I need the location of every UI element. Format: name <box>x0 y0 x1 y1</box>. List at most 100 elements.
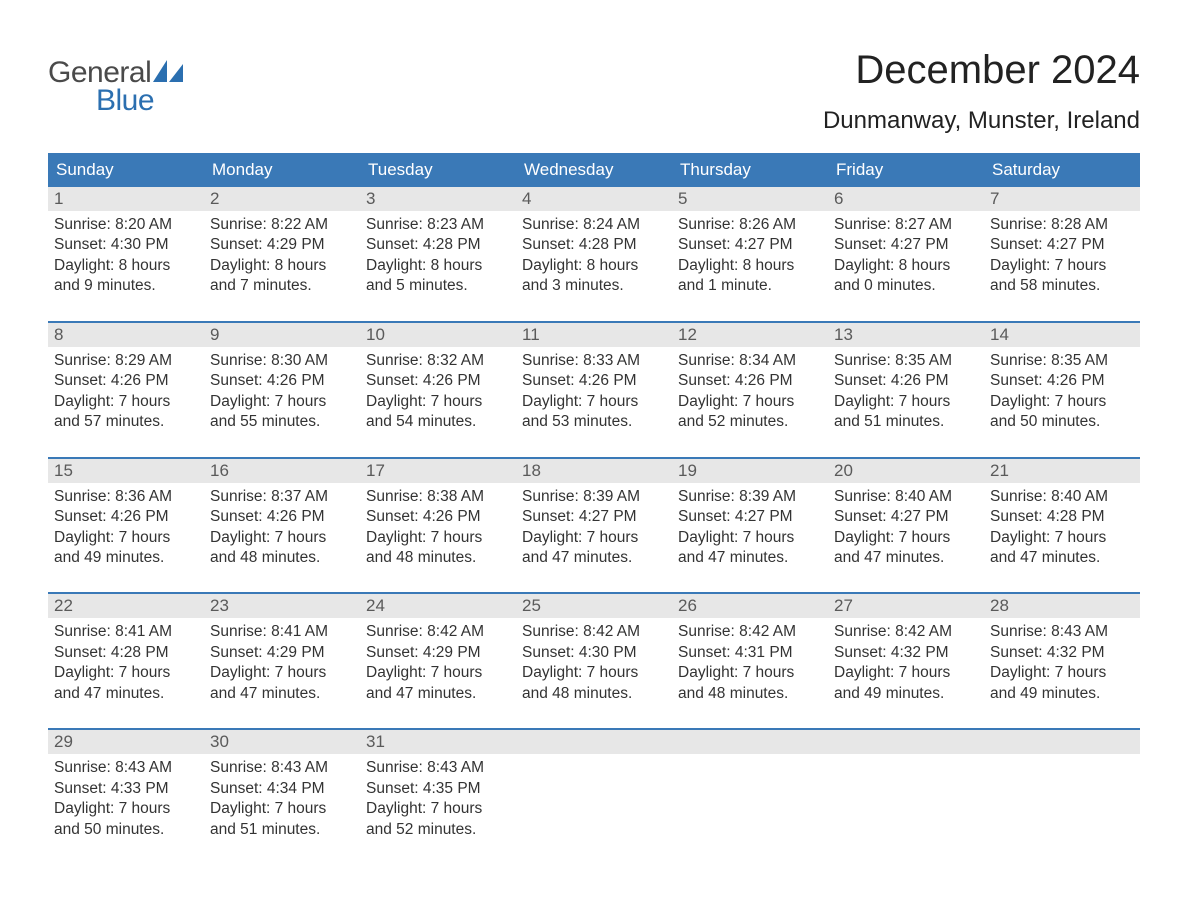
day-number: 23 <box>204 594 360 618</box>
day-daylight2: and 48 minutes. <box>678 684 822 704</box>
day-daylight1: Daylight: 8 hours <box>522 256 666 276</box>
day-daylight1: Daylight: 7 hours <box>54 799 198 819</box>
day-daylight2: and 55 minutes. <box>210 412 354 432</box>
day-cell: 29Sunrise: 8:43 AMSunset: 4:33 PMDayligh… <box>48 730 204 844</box>
day-details: Sunrise: 8:39 AMSunset: 4:27 PMDaylight:… <box>672 483 828 573</box>
week-row: 29Sunrise: 8:43 AMSunset: 4:33 PMDayligh… <box>48 728 1140 844</box>
day-sunrise: Sunrise: 8:26 AM <box>678 215 822 235</box>
day-sunrise: Sunrise: 8:34 AM <box>678 351 822 371</box>
day-cell: 4Sunrise: 8:24 AMSunset: 4:28 PMDaylight… <box>516 187 672 301</box>
day-sunset: Sunset: 4:30 PM <box>522 643 666 663</box>
day-sunset: Sunset: 4:26 PM <box>210 371 354 391</box>
day-cell: 18Sunrise: 8:39 AMSunset: 4:27 PMDayligh… <box>516 459 672 573</box>
day-sunset: Sunset: 4:27 PM <box>834 235 978 255</box>
day-daylight2: and 47 minutes. <box>834 548 978 568</box>
day-daylight1: Daylight: 7 hours <box>678 392 822 412</box>
day-number: 10 <box>360 323 516 347</box>
day-daylight2: and 7 minutes. <box>210 276 354 296</box>
day-cell <box>672 730 828 844</box>
day-cell: 9Sunrise: 8:30 AMSunset: 4:26 PMDaylight… <box>204 323 360 437</box>
day-number: 21 <box>984 459 1140 483</box>
day-sunrise: Sunrise: 8:29 AM <box>54 351 198 371</box>
day-number: 18 <box>516 459 672 483</box>
day-number: 22 <box>48 594 204 618</box>
day-number: 16 <box>204 459 360 483</box>
day-details: Sunrise: 8:43 AMSunset: 4:34 PMDaylight:… <box>204 754 360 844</box>
day-cell <box>984 730 1140 844</box>
day-cell: 24Sunrise: 8:42 AMSunset: 4:29 PMDayligh… <box>360 594 516 708</box>
day-daylight1: Daylight: 7 hours <box>834 528 978 548</box>
day-sunset: Sunset: 4:29 PM <box>210 643 354 663</box>
day-daylight2: and 54 minutes. <box>366 412 510 432</box>
day-sunrise: Sunrise: 8:24 AM <box>522 215 666 235</box>
day-sunrise: Sunrise: 8:23 AM <box>366 215 510 235</box>
logo: General Blue <box>48 56 183 118</box>
day-details: Sunrise: 8:37 AMSunset: 4:26 PMDaylight:… <box>204 483 360 573</box>
day-daylight2: and 3 minutes. <box>522 276 666 296</box>
day-details: Sunrise: 8:38 AMSunset: 4:26 PMDaylight:… <box>360 483 516 573</box>
day-daylight2: and 49 minutes. <box>54 548 198 568</box>
day-cell: 7Sunrise: 8:28 AMSunset: 4:27 PMDaylight… <box>984 187 1140 301</box>
day-cell: 20Sunrise: 8:40 AMSunset: 4:27 PMDayligh… <box>828 459 984 573</box>
day-daylight1: Daylight: 7 hours <box>210 528 354 548</box>
day-details: Sunrise: 8:39 AMSunset: 4:27 PMDaylight:… <box>516 483 672 573</box>
day-sunset: Sunset: 4:35 PM <box>366 779 510 799</box>
day-daylight2: and 47 minutes. <box>990 548 1134 568</box>
day-daylight1: Daylight: 7 hours <box>366 799 510 819</box>
day-daylight2: and 53 minutes. <box>522 412 666 432</box>
day-daylight2: and 0 minutes. <box>834 276 978 296</box>
day-number: 26 <box>672 594 828 618</box>
logo-text-blue: Blue <box>96 84 154 118</box>
day-daylight2: and 49 minutes. <box>990 684 1134 704</box>
day-number: 28 <box>984 594 1140 618</box>
day-sunrise: Sunrise: 8:37 AM <box>210 487 354 507</box>
day-sunset: Sunset: 4:26 PM <box>522 371 666 391</box>
day-details: Sunrise: 8:36 AMSunset: 4:26 PMDaylight:… <box>48 483 204 573</box>
location-text: Dunmanway, Munster, Ireland <box>823 107 1140 135</box>
day-details: Sunrise: 8:42 AMSunset: 4:30 PMDaylight:… <box>516 618 672 708</box>
day-daylight2: and 50 minutes. <box>54 820 198 840</box>
logo-sail-icon <box>153 60 183 82</box>
day-cell: 1Sunrise: 8:20 AMSunset: 4:30 PMDaylight… <box>48 187 204 301</box>
day-daylight1: Daylight: 7 hours <box>678 663 822 683</box>
day-sunrise: Sunrise: 8:40 AM <box>990 487 1134 507</box>
day-sunset: Sunset: 4:28 PM <box>522 235 666 255</box>
day-cell: 25Sunrise: 8:42 AMSunset: 4:30 PMDayligh… <box>516 594 672 708</box>
day-daylight1: Daylight: 7 hours <box>54 528 198 548</box>
day-cell: 16Sunrise: 8:37 AMSunset: 4:26 PMDayligh… <box>204 459 360 573</box>
week-row: 1Sunrise: 8:20 AMSunset: 4:30 PMDaylight… <box>48 187 1140 301</box>
day-cell: 21Sunrise: 8:40 AMSunset: 4:28 PMDayligh… <box>984 459 1140 573</box>
empty-day-header <box>828 730 984 754</box>
day-daylight1: Daylight: 7 hours <box>522 528 666 548</box>
day-number: 5 <box>672 187 828 211</box>
day-number: 25 <box>516 594 672 618</box>
day-number: 20 <box>828 459 984 483</box>
day-daylight1: Daylight: 7 hours <box>990 663 1134 683</box>
day-sunset: Sunset: 4:27 PM <box>990 235 1134 255</box>
day-number: 31 <box>360 730 516 754</box>
day-sunset: Sunset: 4:28 PM <box>54 643 198 663</box>
day-daylight1: Daylight: 7 hours <box>366 528 510 548</box>
header: General Blue December 2024 Dunmanway, Mu… <box>48 48 1140 135</box>
day-number: 8 <box>48 323 204 347</box>
day-details: Sunrise: 8:29 AMSunset: 4:26 PMDaylight:… <box>48 347 204 437</box>
day-daylight1: Daylight: 7 hours <box>366 392 510 412</box>
page-title: December 2024 <box>823 48 1140 93</box>
day-sunset: Sunset: 4:31 PM <box>678 643 822 663</box>
day-daylight1: Daylight: 7 hours <box>210 663 354 683</box>
day-sunset: Sunset: 4:34 PM <box>210 779 354 799</box>
day-number: 24 <box>360 594 516 618</box>
day-sunrise: Sunrise: 8:33 AM <box>522 351 666 371</box>
day-daylight2: and 51 minutes. <box>210 820 354 840</box>
day-sunset: Sunset: 4:28 PM <box>366 235 510 255</box>
day-sunset: Sunset: 4:26 PM <box>366 507 510 527</box>
day-number: 11 <box>516 323 672 347</box>
day-sunrise: Sunrise: 8:35 AM <box>834 351 978 371</box>
day-daylight2: and 48 minutes. <box>366 548 510 568</box>
day-daylight1: Daylight: 7 hours <box>54 392 198 412</box>
day-number: 14 <box>984 323 1140 347</box>
day-cell: 3Sunrise: 8:23 AMSunset: 4:28 PMDaylight… <box>360 187 516 301</box>
day-cell <box>516 730 672 844</box>
day-details: Sunrise: 8:27 AMSunset: 4:27 PMDaylight:… <box>828 211 984 301</box>
day-sunrise: Sunrise: 8:42 AM <box>678 622 822 642</box>
